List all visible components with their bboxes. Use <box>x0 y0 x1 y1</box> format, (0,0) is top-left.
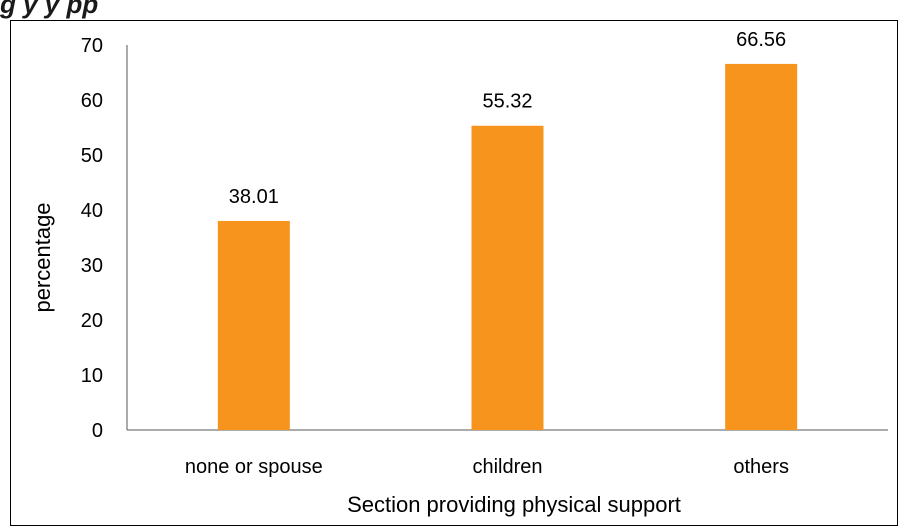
y-axis-ticks: 0 10 20 30 40 50 60 70 <box>81 35 103 442</box>
x-axis-ticks: none or spouse children others <box>185 456 789 478</box>
bar <box>471 125 544 431</box>
bar-value-label: 38.01 <box>229 186 279 208</box>
y-tick-label: 70 <box>81 35 103 57</box>
chart-frame <box>10 20 898 526</box>
bar <box>725 63 798 431</box>
y-tick-label: 0 <box>92 420 103 442</box>
plot-area: 0 10 20 30 40 50 60 70 38.01 55.32 66.56 none or … <box>81 29 888 478</box>
y-tick-label: 50 <box>81 145 103 167</box>
bar-value-label: 66.56 <box>736 29 786 51</box>
bars <box>217 63 798 431</box>
y-tick-label: 20 <box>81 310 103 332</box>
bar <box>217 220 290 430</box>
x-category-label: others <box>733 456 789 478</box>
y-tick-label: 40 <box>81 200 103 222</box>
x-category-label: none or spouse <box>185 456 323 478</box>
x-axis-title: Section providing physical support <box>347 492 681 517</box>
y-tick-label: 30 <box>81 255 103 277</box>
bar-value-label: 55.32 <box>482 91 532 113</box>
x-category-label: children <box>472 456 542 478</box>
chart-title-cropped: g y y pp <box>0 0 99 19</box>
y-tick-label: 60 <box>81 90 103 112</box>
y-tick-label: 10 <box>81 365 103 387</box>
y-axis-title: percentage <box>30 202 55 312</box>
data-labels: 38.01 55.32 66.56 <box>229 29 786 208</box>
